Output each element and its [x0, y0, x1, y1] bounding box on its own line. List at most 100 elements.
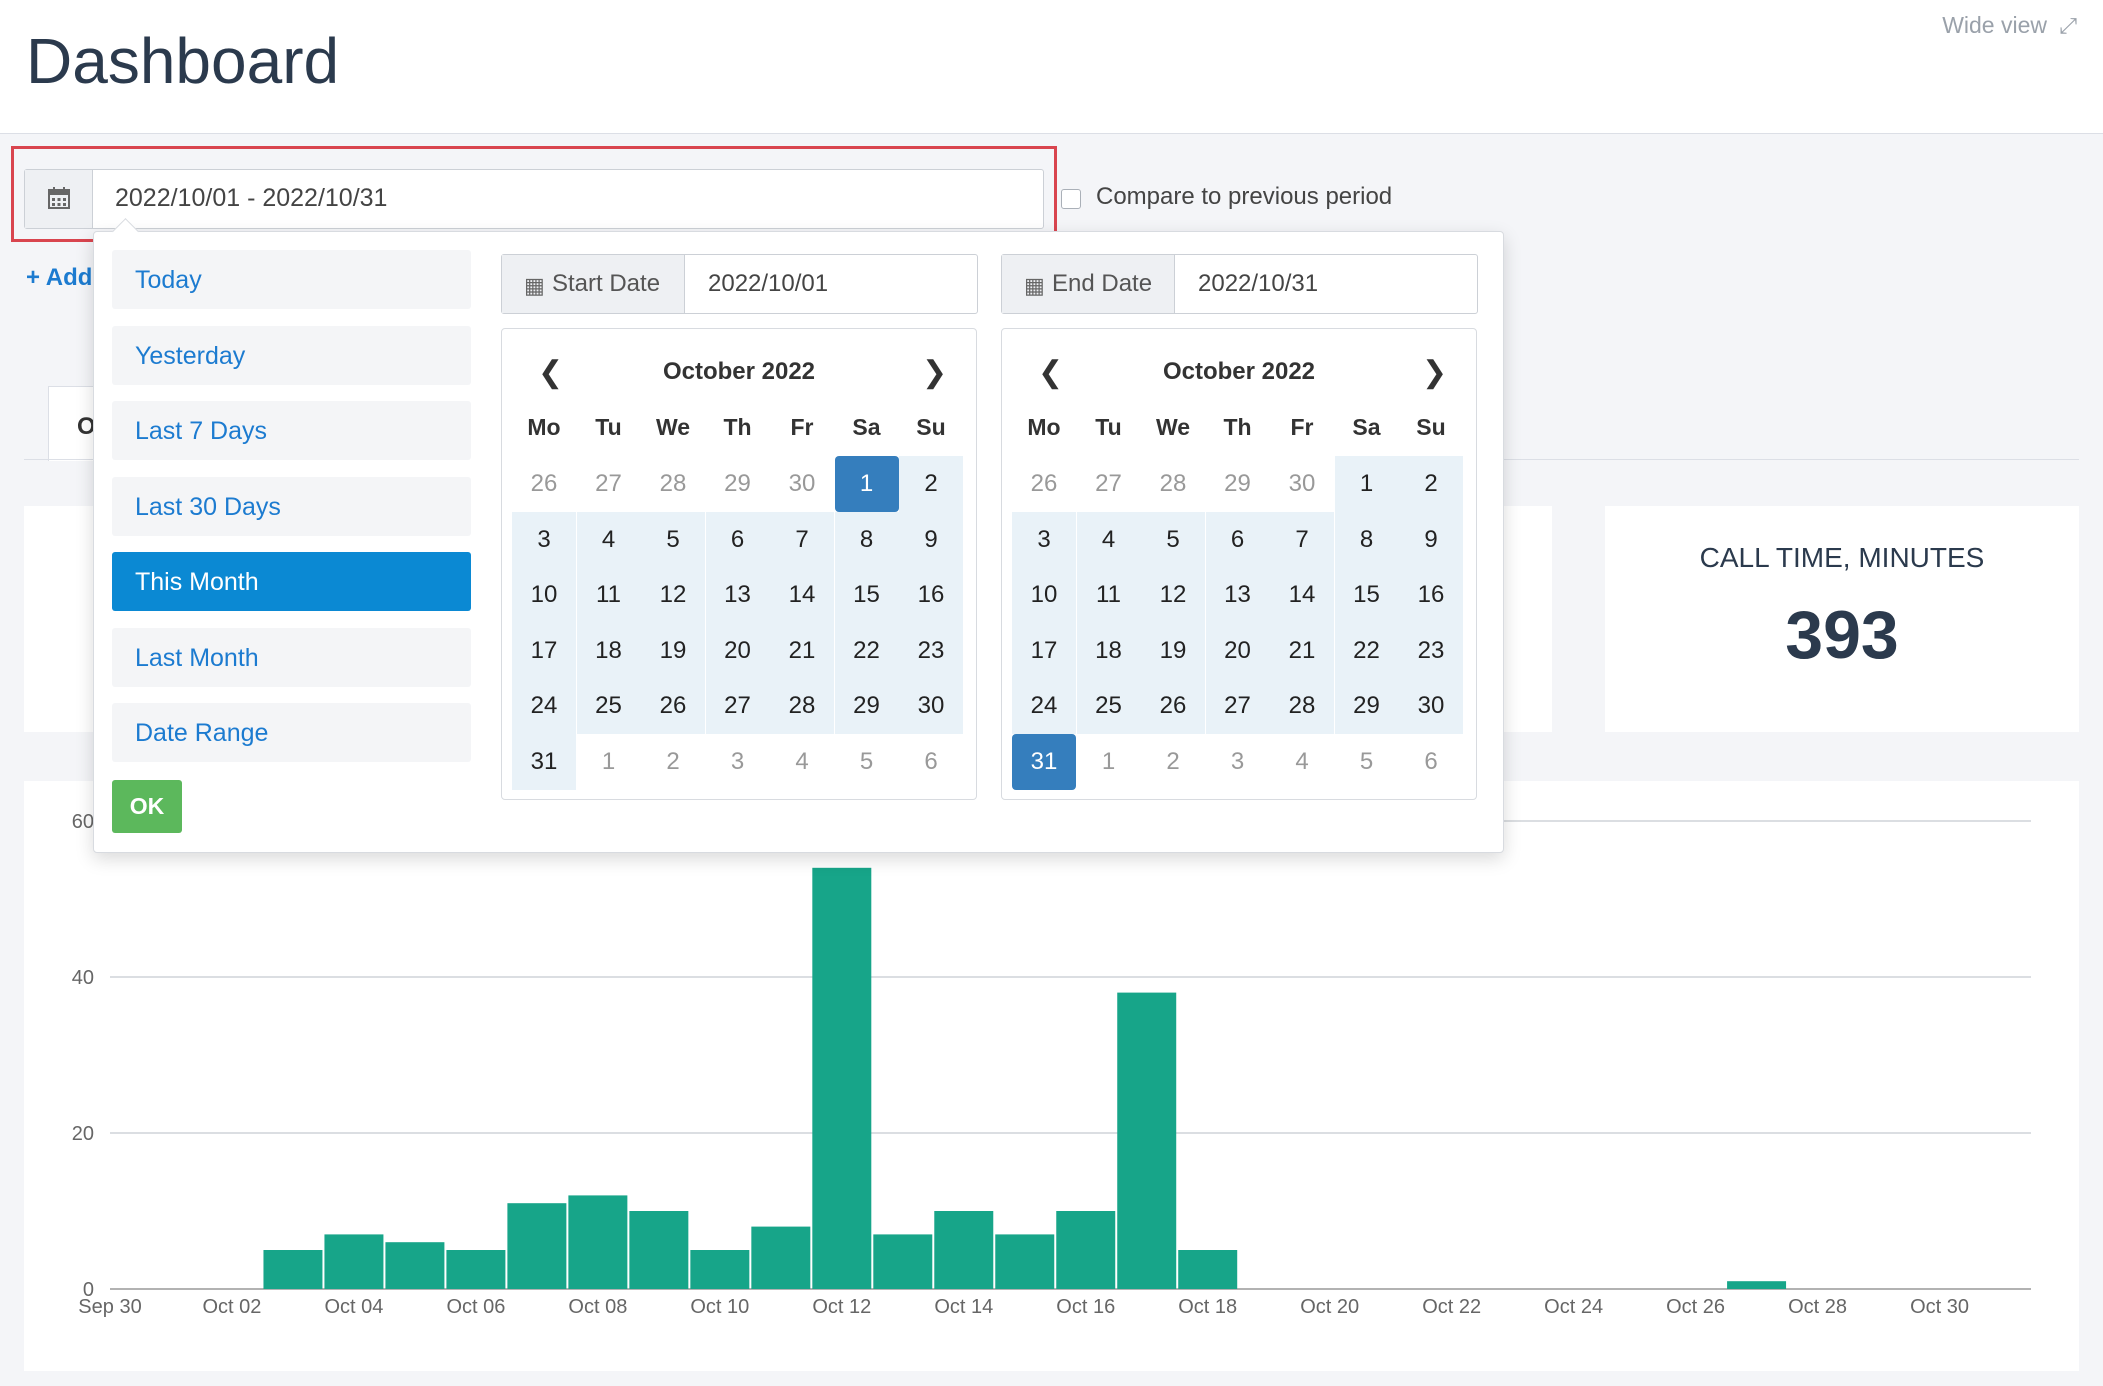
calendar-day[interactable]: 23 — [899, 622, 963, 679]
calendar-day[interactable]: 16 — [1399, 567, 1463, 623]
calendar-day[interactable]: 30 — [1288, 470, 1316, 497]
calendar-day[interactable]: 13 — [1205, 567, 1270, 623]
calendar-day[interactable]: 29 — [724, 470, 751, 497]
calendar-day[interactable]: 2 — [1399, 456, 1463, 512]
compare-checkbox[interactable] — [1061, 189, 1081, 209]
next-month-icon[interactable]: ❯ — [1422, 356, 1448, 389]
calendar-day[interactable]: 30 — [788, 470, 816, 497]
calendar-day[interactable]: 9 — [899, 511, 963, 568]
calendar-day[interactable]: 8 — [1334, 511, 1399, 568]
calendar-day[interactable]: 13 — [705, 567, 770, 623]
prev-month-icon[interactable]: ❮ — [538, 356, 564, 389]
calendar-day[interactable]: 22 — [1334, 622, 1399, 679]
calendar-day[interactable]: 31 — [512, 733, 576, 790]
calendar-day[interactable]: 29 — [834, 678, 899, 734]
calendar-day[interactable]: 15 — [1334, 567, 1399, 623]
range-option-today[interactable]: Today — [112, 250, 471, 309]
range-option-date-range[interactable]: Date Range — [112, 703, 471, 762]
calendar-day[interactable]: 4 — [795, 747, 809, 775]
calendar-day[interactable]: 6 — [1205, 511, 1270, 568]
calendar-day[interactable]: 27 — [595, 470, 622, 497]
calendar-day[interactable]: 27 — [705, 678, 770, 734]
calendar-day[interactable]: 5 — [1359, 747, 1374, 775]
calendar-day[interactable]: 7 — [1270, 511, 1334, 568]
calendar-day[interactable]: 4 — [576, 511, 641, 568]
calendar-day[interactable]: 30 — [899, 678, 963, 734]
calendar-day[interactable]: 2 — [666, 747, 680, 775]
calendar-day[interactable]: 2 — [1166, 747, 1180, 775]
calendar-day[interactable]: 18 — [576, 622, 641, 679]
calendar-day[interactable]: 27 — [1205, 678, 1270, 734]
calendar-day[interactable]: 17 — [1012, 622, 1076, 679]
calendar-day[interactable]: 24 — [512, 678, 576, 734]
calendar-day[interactable]: 21 — [770, 622, 834, 679]
calendar-day[interactable]: 7 — [770, 511, 834, 568]
calendar-day[interactable]: 16 — [899, 567, 963, 623]
calendar-day[interactable]: 21 — [1270, 622, 1334, 679]
wide-view-link[interactable]: Wide view ⤢ — [1942, 12, 2077, 39]
calendar-day[interactable]: 30 — [1399, 678, 1463, 734]
calendar-day[interactable]: 2 — [899, 456, 963, 512]
calendar-day[interactable]: 20 — [705, 622, 770, 679]
calendar-day[interactable]: 3 — [1012, 511, 1076, 568]
range-option-last-30-days[interactable]: Last 30 Days — [112, 476, 471, 536]
date-range-input[interactable]: 2022/10/01 - 2022/10/31 — [24, 169, 1044, 229]
calendar-day[interactable]: 25 — [1076, 678, 1141, 734]
calendar-day[interactable]: 1 — [1101, 747, 1116, 775]
calendar-day[interactable]: 23 — [1399, 622, 1463, 679]
calendar-day[interactable]: 31 — [1012, 733, 1076, 790]
calendar-day[interactable]: 24 — [1012, 678, 1076, 734]
calendar-day[interactable]: 19 — [1141, 622, 1205, 679]
calendar-day[interactable]: 28 — [659, 470, 687, 497]
calendar-day[interactable]: 5 — [641, 511, 705, 568]
calendar-day[interactable]: 11 — [1076, 567, 1141, 623]
add-link[interactable]: + Add — [26, 264, 93, 291]
calendar-day[interactable]: 28 — [770, 678, 834, 734]
calendar-day[interactable]: 3 — [730, 747, 745, 775]
calendar-day[interactable]: 26 — [1030, 470, 1058, 497]
calendar-day[interactable]: 3 — [1230, 747, 1245, 775]
prev-month-icon[interactable]: ❮ — [1038, 356, 1064, 389]
calendar-day[interactable]: 19 — [641, 622, 705, 679]
calendar-day[interactable]: 5 — [1141, 511, 1205, 568]
calendar-day[interactable]: 9 — [1399, 511, 1463, 568]
ok-button[interactable]: OK — [112, 780, 182, 833]
calendar-day[interactable]: 26 — [1141, 678, 1205, 734]
calendar-day[interactable]: 29 — [1334, 678, 1399, 734]
calendar-day[interactable]: 10 — [512, 567, 576, 623]
compare-label[interactable]: Compare to previous period — [1096, 183, 1393, 210]
calendar-day[interactable]: 18 — [1076, 622, 1141, 679]
calendar-day[interactable]: 12 — [641, 567, 705, 623]
calendar-day[interactable]: 4 — [1295, 747, 1309, 775]
calendar-day[interactable]: 22 — [834, 622, 899, 679]
calendar-day[interactable]: 6 — [705, 511, 770, 568]
calendar-day[interactable]: 14 — [770, 567, 834, 623]
next-month-icon[interactable]: ❯ — [922, 356, 948, 389]
calendar-day[interactable]: 29 — [1224, 470, 1251, 497]
range-option-this-month[interactable]: This Month — [112, 552, 471, 611]
calendar-day[interactable]: 1 — [1334, 456, 1399, 512]
calendar-day[interactable]: 1 — [601, 747, 616, 775]
end-date-input[interactable]: ▦ End Date 2022/10/31 — [1001, 254, 1478, 314]
calendar-day[interactable]: 14 — [1270, 567, 1334, 623]
calendar-day[interactable]: 11 — [576, 567, 641, 623]
calendar-day[interactable]: 26 — [641, 678, 705, 734]
calendar-day[interactable]: 26 — [530, 470, 558, 497]
range-option-last-7-days[interactable]: Last 7 Days — [112, 401, 471, 460]
calendar-day[interactable]: 5 — [859, 747, 874, 775]
start-date-input[interactable]: ▦ Start Date 2022/10/01 — [501, 254, 978, 314]
calendar-day[interactable]: 3 — [512, 511, 576, 568]
calendar-day[interactable]: 6 — [1424, 747, 1438, 775]
calendar-day[interactable]: 20 — [1205, 622, 1270, 679]
calendar-day[interactable]: 1 — [834, 456, 899, 512]
calendar-day[interactable]: 15 — [834, 567, 899, 623]
calendar-day[interactable]: 6 — [924, 747, 938, 775]
calendar-day[interactable]: 10 — [1012, 567, 1076, 623]
range-option-last-month[interactable]: Last Month — [112, 627, 471, 687]
range-option-yesterday[interactable]: Yesterday — [112, 325, 471, 385]
calendar-day[interactable]: 17 — [512, 622, 576, 679]
calendar-day[interactable]: 12 — [1141, 567, 1205, 623]
calendar-day[interactable]: 25 — [576, 678, 641, 734]
calendar-day[interactable]: 27 — [1095, 470, 1122, 497]
calendar-day[interactable]: 28 — [1270, 678, 1334, 734]
